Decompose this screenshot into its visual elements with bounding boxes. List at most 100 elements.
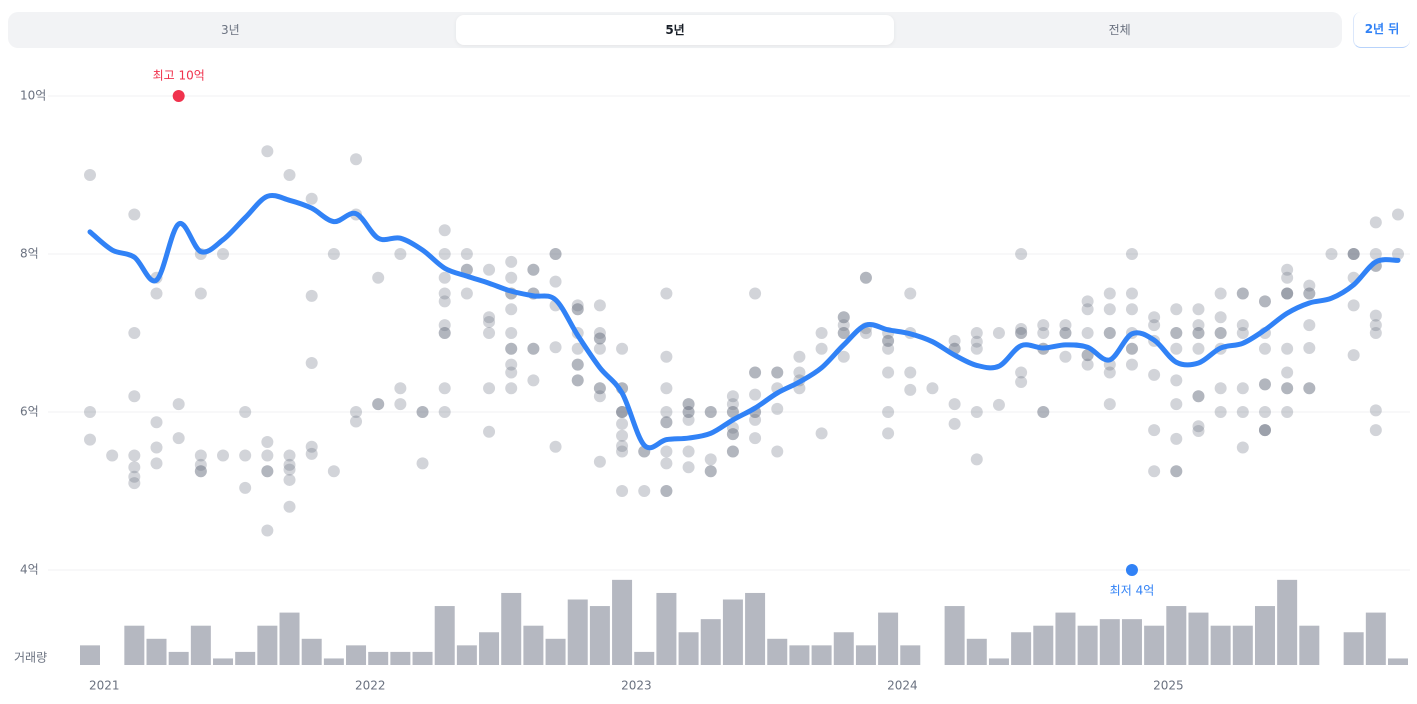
volume-bar [878,612,899,665]
transaction-point [1081,303,1094,316]
transaction-point [837,327,850,339]
transaction-point [1236,441,1249,454]
transaction-point [904,287,917,300]
transaction-point [904,366,917,379]
transaction-point [726,421,739,434]
transaction-point [1369,327,1382,339]
transaction-point [1214,327,1227,339]
transaction-point [682,413,695,426]
transaction-point [660,350,673,363]
x-tick-label: 2024 [887,679,918,693]
transaction-point [726,406,739,418]
transaction-point [970,342,983,355]
transaction-point [239,449,252,462]
volume-bar [390,651,411,665]
transaction-point [261,145,274,158]
transaction-point [1392,208,1404,221]
transaction-point [616,485,629,497]
transaction-point [394,248,407,260]
transaction-point [372,398,385,411]
transaction-point [970,335,983,348]
transaction-point [416,457,429,470]
transaction-point [150,457,163,470]
transaction-point [1148,368,1161,381]
transaction-point [660,445,673,458]
transaction-point [505,271,518,284]
transaction-point [483,315,496,328]
transaction-point [660,416,673,429]
transaction-point [1258,424,1271,437]
period-tab[interactable]: 전체 [1108,23,1131,37]
transaction-point [1170,465,1183,478]
period-tab[interactable]: 3년 [220,23,240,37]
transaction-point [749,413,762,426]
transaction-point [571,374,584,387]
transaction-point [1015,327,1028,339]
transaction-point [660,382,673,395]
transaction-point [128,477,141,490]
transaction-point [1148,424,1161,437]
transaction-point [1103,366,1116,379]
transaction-point [438,224,451,237]
x-tick-label: 2023 [621,679,652,693]
volume-bar [1388,658,1408,665]
transaction-point [660,287,673,300]
transaction-point [1125,342,1138,355]
volume-bar [213,658,234,665]
volume-bar [1188,612,1209,665]
transaction-point [1236,319,1249,332]
future-button[interactable]: 2년 뒤 [1353,12,1410,48]
transaction-point [904,383,917,396]
volume-bar [1232,625,1253,665]
transaction-point [438,327,451,339]
volume-bar [368,651,389,665]
transaction-point [616,342,629,355]
transaction-point [571,358,584,371]
transaction-point [194,449,207,462]
transaction-point [726,445,739,458]
transaction-point [1258,378,1271,391]
transaction-point [571,303,584,316]
transaction-point [261,524,274,537]
transaction-point [527,342,540,355]
transaction-point [128,208,141,221]
transaction-point [505,342,518,355]
transaction-point [616,445,629,458]
transaction-point [704,406,717,418]
y-tick-label: 6억 [20,405,39,419]
transaction-point [970,327,983,339]
transaction-point [84,406,96,418]
transaction-point [882,406,895,418]
transaction-point [704,406,717,418]
transaction-point [571,303,584,316]
transaction-point [593,390,606,403]
transaction-point [1281,263,1294,276]
transaction-point [150,441,163,454]
transaction-point [305,440,318,453]
trend-line [87,192,1401,451]
transaction-point [882,334,895,347]
transaction-point [239,406,252,418]
transaction-point [350,406,363,418]
transaction-point [305,192,318,205]
transaction-point [350,415,363,428]
transaction-point [660,416,673,429]
transaction-point [1192,327,1205,339]
y-tick-label: 8억 [20,247,39,261]
volume-bar [767,638,788,665]
period-tab[interactable]: 5년 [455,15,895,45]
volume-bar [634,651,655,665]
volume-bar [323,658,344,665]
transaction-point [283,500,296,513]
transaction-point [261,449,274,462]
transaction-point [616,406,629,418]
transaction-point [549,440,562,453]
transaction-point [1081,295,1094,308]
transaction-point [1037,327,1050,339]
transaction-point [128,390,141,403]
transaction-point [682,398,695,411]
volume-bar [988,658,1009,665]
transaction-point [1015,248,1028,260]
transaction-point [1015,366,1028,379]
transaction-point [460,287,473,300]
